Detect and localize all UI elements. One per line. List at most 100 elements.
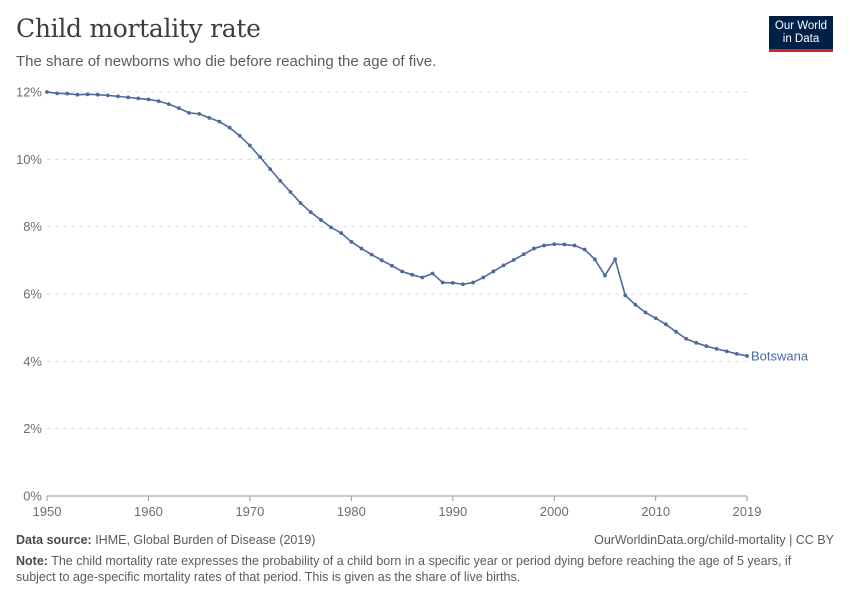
y-tick-label: 0% <box>23 489 42 504</box>
data-point <box>623 293 628 298</box>
x-tick-label: 1980 <box>337 504 366 519</box>
data-point <box>369 252 374 257</box>
data-point <box>633 302 638 307</box>
data-point <box>532 246 536 251</box>
data-point <box>440 280 445 285</box>
data-point <box>329 225 333 230</box>
data-point <box>207 116 212 120</box>
x-tick-label: 1960 <box>134 504 163 519</box>
y-tick-label: 2% <box>23 421 42 436</box>
x-tick-label: 1950 <box>33 504 62 519</box>
x-tick-label: 1990 <box>438 504 467 519</box>
data-point <box>258 155 262 159</box>
logo-line-2: in Data <box>782 33 820 45</box>
data-point <box>116 94 120 99</box>
data-point <box>562 242 567 247</box>
data-point <box>288 190 293 194</box>
data-point <box>684 336 689 341</box>
data-point <box>410 272 415 277</box>
data-point <box>217 119 222 124</box>
source-text: IHME, Global Burden of Disease (2019) <box>91 533 316 547</box>
y-tick-label: 12% <box>16 85 42 100</box>
data-point <box>521 252 526 257</box>
data-point <box>745 354 749 358</box>
data-point <box>643 310 648 315</box>
x-tick-label: 2010 <box>641 504 670 519</box>
x-tick-label: 2000 <box>540 504 569 519</box>
y-tick-label: 4% <box>23 354 42 369</box>
data-point <box>420 275 425 280</box>
data-point <box>603 273 607 278</box>
data-point <box>724 349 729 354</box>
y-tick-label: 6% <box>23 287 42 302</box>
data-point <box>390 263 394 268</box>
note-label: Note: <box>16 554 48 568</box>
data-point <box>237 133 242 138</box>
data-point <box>663 322 668 327</box>
y-tick-label: 8% <box>23 219 42 234</box>
data-point <box>359 246 364 251</box>
data-point <box>278 178 283 183</box>
data-point <box>511 258 516 262</box>
data-point <box>400 269 404 274</box>
data-point <box>65 91 70 96</box>
data-point <box>197 111 202 116</box>
data-point <box>613 257 618 262</box>
data-point <box>187 110 191 115</box>
data-point <box>85 92 90 97</box>
data-point <box>339 231 344 235</box>
x-tick-label: 1970 <box>235 504 264 519</box>
data-point <box>714 346 719 351</box>
data-point <box>126 95 131 100</box>
chart-note: Note: The child mortality rate expresses… <box>16 553 816 585</box>
data-point <box>268 167 273 171</box>
data-point <box>176 106 181 111</box>
owid-logo[interactable]: Our World in Data <box>769 16 833 52</box>
source-label: Data source: <box>16 533 92 547</box>
data-point <box>704 344 709 349</box>
data-source: Data source: IHME, Global Burden of Dise… <box>16 533 315 547</box>
data-point <box>542 243 547 248</box>
note-text: The child mortality rate expresses the p… <box>16 554 792 584</box>
logo-line-1: Our World <box>774 20 828 32</box>
data-point <box>349 239 354 244</box>
data-point <box>379 258 384 263</box>
series-label: Botswana <box>751 348 809 363</box>
series-line-botswana <box>46 91 748 357</box>
data-point <box>450 280 455 285</box>
data-point <box>308 210 313 215</box>
data-point <box>552 242 557 247</box>
data-point <box>501 263 506 268</box>
x-tick-label: 2019 <box>733 504 762 519</box>
data-point <box>734 352 739 356</box>
chart-subtitle: The share of newborns who die before rea… <box>16 53 437 70</box>
line-chart: 0% 2% 4% 6% 8% 10% 12% 1950 1960 1970 1980 1990 2000… <box>16 85 809 520</box>
source-url-link[interactable]: OurWorldinData.org/child-mortality | CC … <box>594 533 834 547</box>
data-point <box>592 257 597 262</box>
data-point <box>481 275 486 280</box>
data-point <box>298 201 303 206</box>
data-point <box>105 93 110 98</box>
data-point <box>430 271 435 276</box>
data-point <box>75 92 80 97</box>
data-point <box>461 282 465 287</box>
data-point <box>491 269 496 274</box>
data-point <box>694 340 699 345</box>
data-point <box>653 316 658 321</box>
data-point <box>247 143 252 148</box>
data-point <box>674 329 678 334</box>
data-point <box>45 90 49 94</box>
data-point <box>582 247 587 252</box>
data-point <box>156 99 161 103</box>
y-tick-label: 10% <box>16 152 42 167</box>
data-point <box>136 96 141 101</box>
data-point <box>227 125 232 130</box>
chart-title: Child mortality rate <box>16 14 261 43</box>
data-point <box>55 91 60 96</box>
data-point <box>146 97 151 102</box>
data-point <box>572 243 577 248</box>
data-point <box>95 92 100 97</box>
data-point <box>319 218 323 222</box>
data-point <box>166 102 171 107</box>
data-point <box>471 280 475 285</box>
